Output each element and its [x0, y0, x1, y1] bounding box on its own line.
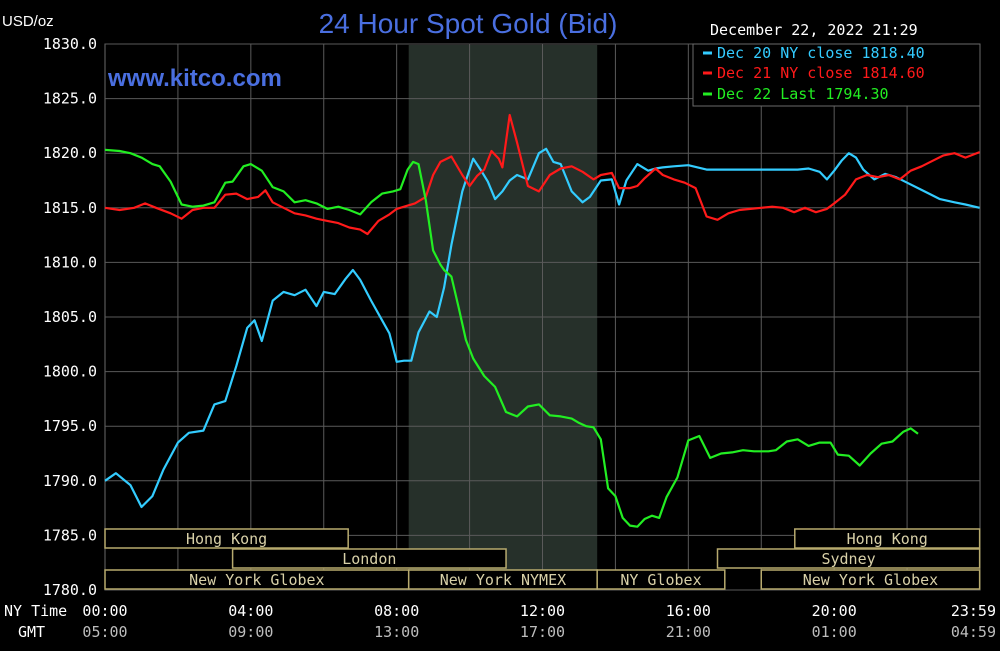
- market-session-box: [794, 528, 981, 549]
- market-session-label: New York Globex: [189, 571, 324, 589]
- x-tick-label-ny: 00:00: [82, 602, 127, 620]
- x-row-label-ny: NY Time: [4, 602, 67, 620]
- market-session-bars: Hong Kong Hong Kong London Sydney New York G…: [104, 528, 981, 590]
- legend-entry-dec22: Dec 22 Last 1794.30: [717, 85, 889, 103]
- market-session-box: [596, 569, 726, 590]
- x-tick-label-ny: 23:59: [951, 602, 996, 620]
- x-tick-label-gmt: 01:00: [812, 623, 857, 641]
- series-line-dec20: [104, 147, 980, 509]
- x-tick-label-gmt: 21:00: [666, 623, 711, 641]
- y-tick-label: 1785.0: [43, 526, 97, 544]
- market-session-label: Sydney: [821, 550, 875, 568]
- market-session-box: [716, 548, 981, 569]
- market-session-label: Hong Kong: [186, 530, 267, 548]
- legend-entry-dec20: Dec 20 NY close 1818.40: [717, 44, 925, 62]
- legend-box: [692, 43, 981, 107]
- series-line-dec22: [104, 148, 919, 528]
- grid-lines: [105, 43, 980, 591]
- market-session-label: New York Globex: [803, 571, 938, 589]
- market-session-label: Hong Kong: [847, 530, 928, 548]
- y-tick-label: 1810.0: [43, 253, 97, 271]
- legend: Dec 20 NY close 1818.40 Dec 21 NY close …: [692, 43, 981, 107]
- x-tick-label-gmt: 05:00: [82, 623, 127, 641]
- market-session-box: [231, 548, 507, 569]
- market-session-box: [104, 528, 349, 549]
- x-tick-label-ny: 12:00: [520, 602, 565, 620]
- y-tick-label: 1820.0: [43, 144, 97, 162]
- timestamp-label: December 22, 2022 21:29: [710, 21, 918, 39]
- x-tick-label-ny: 04:00: [228, 602, 273, 620]
- y-tick-label: 1800.0: [43, 363, 97, 381]
- legend-entry-dec21: Dec 21 NY close 1814.60: [717, 64, 925, 82]
- x-tick-label-ny: 08:00: [374, 602, 419, 620]
- y-tick-label: 1830.0: [43, 35, 97, 53]
- chart-title: 24 Hour Spot Gold (Bid): [319, 8, 618, 39]
- y-tick-label: 1795.0: [43, 417, 97, 435]
- series-lines: [104, 113, 980, 528]
- market-session-label: New York NYMEX: [440, 571, 566, 589]
- y-tick-label: 1780.0: [43, 581, 97, 599]
- x-tick-label-gmt: 04:59: [951, 623, 996, 641]
- x-tick-label-gmt: 13:00: [374, 623, 419, 641]
- y-axis-tick-labels: 1830.0 1825.0 1820.0 1815.0 1810.0 1805.0 1800…: [43, 35, 97, 599]
- y-tick-label: 1825.0: [43, 90, 97, 108]
- x-row-label-gmt: GMT: [18, 623, 45, 641]
- y-tick-label: 1815.0: [43, 199, 97, 217]
- x-tick-label-gmt: 09:00: [228, 623, 273, 641]
- market-session-box: [760, 569, 981, 590]
- market-session-label: London: [342, 550, 396, 568]
- x-axis-tick-labels: 00:00 05:00 04:00 09:00 08:00 13:00 12:00 17:00…: [82, 602, 996, 641]
- market-session-label: NY Globex: [620, 571, 701, 589]
- y-tick-label: 1805.0: [43, 308, 97, 326]
- watermark-url: www.kitco.com: [107, 65, 282, 92]
- unit-label: USD/oz: [2, 13, 54, 30]
- x-tick-label-gmt: 17:00: [520, 623, 565, 641]
- x-tick-label-ny: 20:00: [812, 602, 857, 620]
- y-tick-label: 1790.0: [43, 472, 97, 490]
- x-tick-label-ny: 16:00: [666, 602, 711, 620]
- series-line-dec21: [104, 113, 980, 236]
